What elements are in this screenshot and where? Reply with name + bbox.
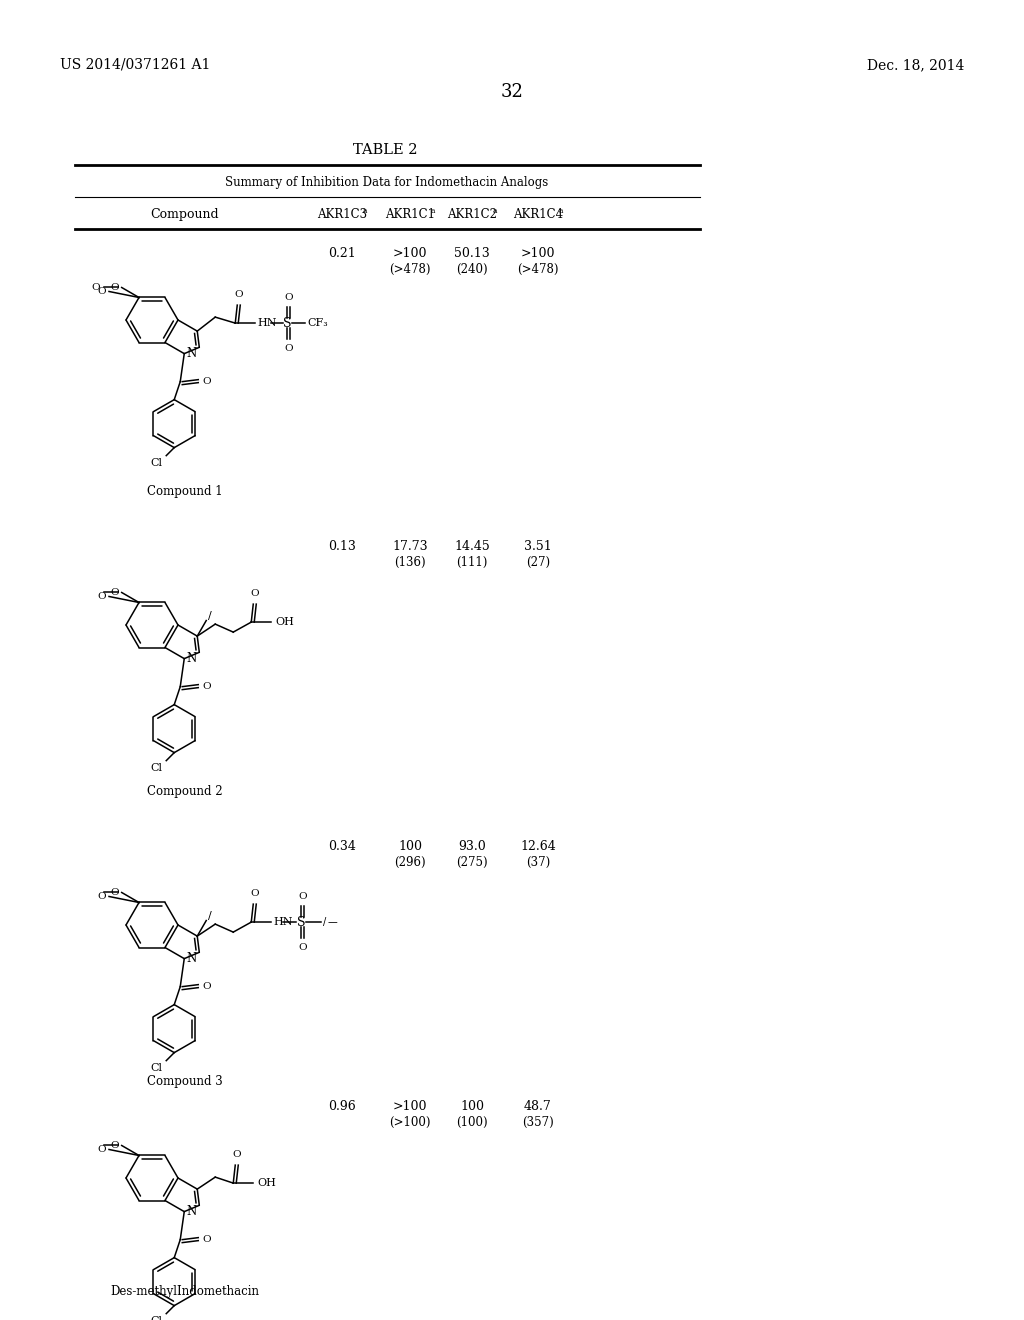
Text: 48.7: 48.7 [524, 1100, 552, 1113]
Text: AKR1C2: AKR1C2 [447, 209, 497, 220]
Text: TABLE 2: TABLE 2 [352, 143, 417, 157]
Text: /: / [208, 611, 212, 620]
Text: a: a [493, 207, 498, 215]
Text: AKR1C4: AKR1C4 [513, 209, 563, 220]
Text: 32: 32 [501, 83, 523, 102]
Text: Cl: Cl [151, 1316, 162, 1320]
Text: 0.96: 0.96 [328, 1100, 356, 1113]
Text: CF₃: CF₃ [307, 318, 328, 329]
Text: (111): (111) [457, 556, 487, 569]
Text: 100: 100 [460, 1100, 484, 1113]
Text: O: O [110, 1140, 119, 1150]
Text: Summary of Inhibition Data for Indomethacin Analogs: Summary of Inhibition Data for Indometha… [225, 176, 549, 189]
Text: O: O [110, 888, 119, 898]
Text: Dec. 18, 2014: Dec. 18, 2014 [866, 58, 964, 73]
Text: O: O [203, 982, 211, 991]
Text: AKR1C3: AKR1C3 [317, 209, 367, 220]
Text: (>478): (>478) [389, 263, 431, 276]
Text: /: / [324, 917, 327, 927]
Text: (136): (136) [394, 556, 426, 569]
Text: (27): (27) [526, 556, 550, 569]
Text: O: O [97, 1144, 106, 1154]
Text: O: O [233, 290, 243, 300]
Text: 100: 100 [398, 840, 422, 853]
Text: OH: OH [257, 1179, 276, 1188]
Text: (357): (357) [522, 1115, 554, 1129]
Text: (275): (275) [456, 855, 487, 869]
Text: AKR1C1: AKR1C1 [385, 209, 435, 220]
Text: O: O [203, 378, 211, 387]
Text: 0.21: 0.21 [328, 247, 356, 260]
Text: O: O [250, 890, 259, 898]
Text: a: a [362, 207, 368, 215]
Text: O: O [97, 591, 106, 601]
Text: OH: OH [275, 618, 294, 627]
Text: N: N [186, 652, 197, 665]
Text: 12.64: 12.64 [520, 840, 556, 853]
Text: O: O [232, 1150, 241, 1159]
Text: N: N [186, 347, 197, 360]
Text: Des-methylIndomethacin: Des-methylIndomethacin [111, 1284, 259, 1298]
Text: 17.73: 17.73 [392, 540, 428, 553]
Text: O: O [97, 286, 106, 296]
Text: 14.45: 14.45 [454, 540, 489, 553]
Text: >100: >100 [393, 1100, 427, 1113]
Text: Cl: Cl [151, 763, 162, 772]
Text: O: O [298, 892, 306, 902]
Text: O: O [203, 1236, 211, 1245]
Text: HN: HN [273, 917, 293, 927]
Text: O: O [250, 589, 259, 598]
Text: Cl: Cl [151, 1063, 162, 1073]
Text: (>100): (>100) [389, 1115, 431, 1129]
Text: (>478): (>478) [517, 263, 559, 276]
Text: US 2014/0371261 A1: US 2014/0371261 A1 [60, 58, 210, 73]
Text: O: O [284, 345, 293, 354]
Text: O: O [298, 942, 306, 952]
Text: O: O [76, 281, 84, 292]
Text: 50.13: 50.13 [454, 247, 489, 260]
Text: N: N [186, 952, 197, 965]
Text: Cl: Cl [151, 458, 162, 467]
Text: >100: >100 [393, 247, 427, 260]
Text: —: — [328, 917, 337, 927]
Text: 0.34: 0.34 [328, 840, 356, 853]
Text: >100: >100 [521, 247, 555, 260]
Text: (100): (100) [456, 1115, 487, 1129]
Text: O: O [110, 282, 119, 292]
Text: O: O [203, 682, 211, 692]
Text: O: O [110, 587, 119, 597]
Text: 93.0: 93.0 [458, 840, 485, 853]
Text: 3.51: 3.51 [524, 540, 552, 553]
Text: (296): (296) [394, 855, 426, 869]
Text: HN: HN [257, 318, 276, 329]
Text: (240): (240) [456, 263, 487, 276]
Text: S: S [283, 317, 292, 330]
Text: Compound: Compound [151, 209, 219, 220]
Text: S: S [297, 916, 305, 928]
Text: 0.13: 0.13 [328, 540, 356, 553]
Text: O: O [91, 282, 99, 292]
Text: /: / [208, 911, 212, 920]
Text: Compound 2: Compound 2 [147, 785, 223, 799]
Text: O: O [284, 293, 293, 302]
Text: O: O [97, 892, 106, 902]
Text: (37): (37) [526, 855, 550, 869]
Text: a: a [559, 207, 563, 215]
Text: a: a [431, 207, 435, 215]
Text: N: N [186, 1205, 197, 1218]
Text: Compound 3: Compound 3 [147, 1074, 223, 1088]
Text: Compound 1: Compound 1 [147, 484, 223, 498]
